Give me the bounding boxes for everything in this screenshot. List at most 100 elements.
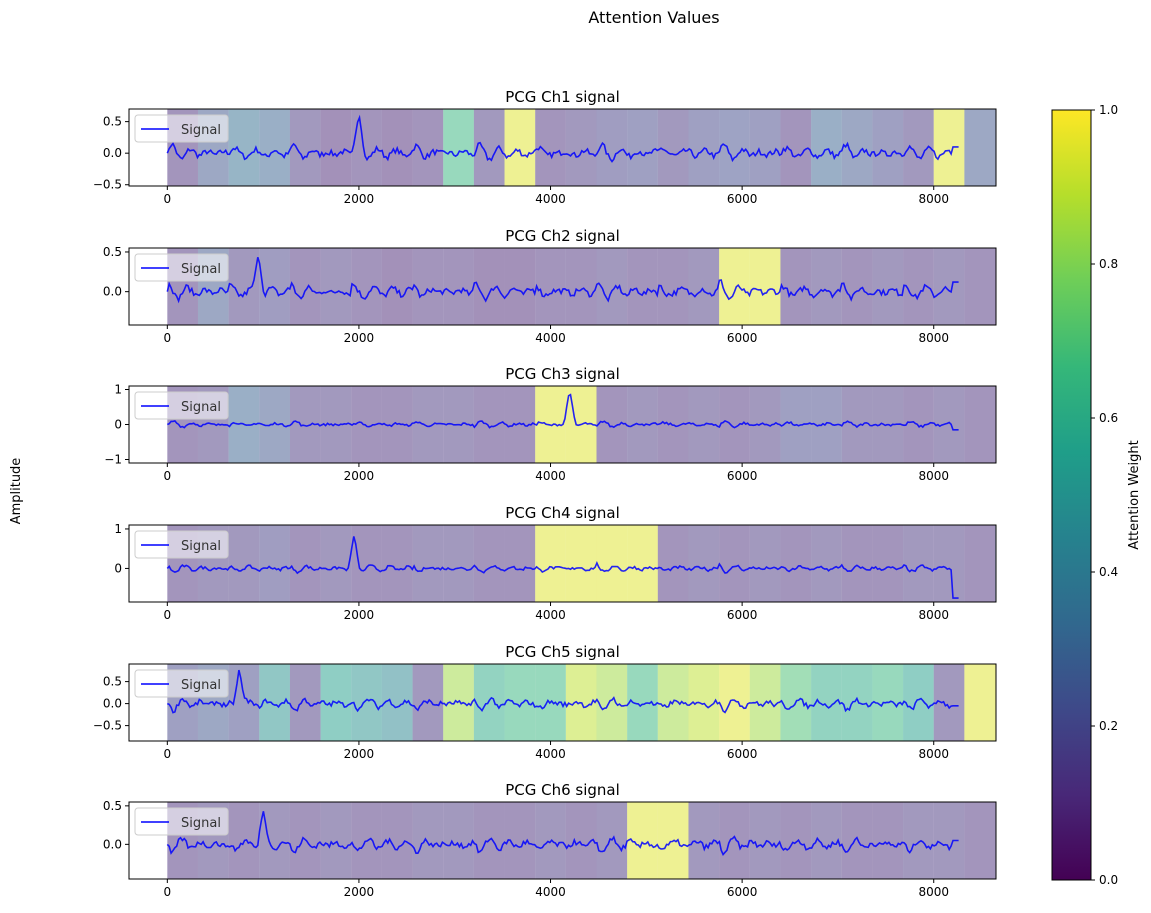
attention-span <box>811 248 842 325</box>
attention-span <box>320 248 352 325</box>
y-tick-label: 0.0 <box>103 697 122 711</box>
attention-span <box>1118 109 1149 186</box>
legend-box <box>134 669 229 698</box>
attention-span <box>841 525 873 602</box>
y-tick-label: 1 <box>114 522 122 536</box>
legend-label: Signal <box>181 400 221 415</box>
attention-span <box>473 248 505 325</box>
attention-span <box>719 664 750 741</box>
legend: Signal <box>134 530 229 559</box>
attention-span <box>412 248 444 325</box>
attention-span <box>1087 525 1118 602</box>
attention-span <box>719 386 750 463</box>
legend: Signal <box>134 253 229 282</box>
x-tick-label: 8000 <box>918 331 949 345</box>
legend-label: Signal <box>181 262 221 277</box>
signal-line <box>166 114 959 163</box>
attention-span <box>381 525 413 602</box>
subplot-ch4: PCG Ch4 signal 0 2000 4000 6000 8000 1 0 Signal <box>114 504 1118 622</box>
attention-span <box>933 802 965 879</box>
attention-span <box>657 248 689 325</box>
attention-span <box>964 386 996 463</box>
attention-span <box>995 802 996 879</box>
attention-span <box>903 525 934 602</box>
attention-span <box>320 525 352 602</box>
attention-span <box>473 664 505 741</box>
subplot-title: PCG Ch5 signal <box>505 643 620 661</box>
attention-span <box>412 802 444 879</box>
y-tick-label: 0.5 <box>103 245 122 259</box>
colorbar-label: Attention Weight <box>1127 440 1142 549</box>
attention-span <box>504 525 536 602</box>
y-tick-label: −0.5 <box>93 178 122 192</box>
attention-span <box>933 109 965 186</box>
attention-span <box>504 248 536 325</box>
axes-frame <box>128 247 997 326</box>
x-tick-label: 2000 <box>344 885 375 899</box>
colorbar-tick-label: 0.0 <box>1099 873 1118 887</box>
x-tick-label: 6000 <box>727 192 758 206</box>
attention-span <box>749 525 781 602</box>
attention-span <box>259 248 290 325</box>
attention-span <box>719 109 750 186</box>
attention-span <box>443 248 474 325</box>
attention-span <box>565 525 597 602</box>
legend: Signal <box>134 114 229 143</box>
attention-span <box>320 802 352 879</box>
attention-span <box>1118 248 1149 325</box>
subplot-panels: PCG Ch1 signal 0 2000 4000 6000 8000 0.5 0.0 −0.… <box>93 88 1149 899</box>
attention-span <box>688 248 720 325</box>
attention-span <box>259 109 290 186</box>
attention-span <box>596 664 628 741</box>
x-tick-label: 4000 <box>535 469 566 483</box>
signal-line <box>166 536 959 599</box>
subplot-plot-area <box>166 248 1149 325</box>
y-tick-label: −1 <box>104 453 122 467</box>
attention-span <box>841 109 873 186</box>
x-tick-label: 0 <box>164 747 172 761</box>
signal-line <box>166 669 959 714</box>
attention-span <box>964 525 996 602</box>
x-tick-label: 0 <box>164 331 172 345</box>
attention-span <box>596 386 628 463</box>
attention-span <box>596 109 628 186</box>
attention-span <box>903 664 934 741</box>
attention-span <box>995 525 996 602</box>
subplot-plot-area <box>166 802 996 879</box>
subplot-title: PCG Ch6 signal <box>505 781 620 799</box>
legend-label: Signal <box>181 816 221 831</box>
x-tick-label: 2000 <box>344 608 375 622</box>
attention-span <box>1118 664 1149 741</box>
y-tick-label: 0 <box>114 561 122 575</box>
attention-span <box>995 664 996 741</box>
attention-span <box>841 386 873 463</box>
attention-span <box>259 525 290 602</box>
subplot-plot-area <box>166 525 1118 602</box>
attention-span <box>289 525 321 602</box>
colorbar-frame <box>1051 109 1092 881</box>
attention-span <box>995 109 996 186</box>
attention-span <box>351 525 382 602</box>
y-tick-label: 0.0 <box>103 285 122 299</box>
attention-span <box>872 109 904 186</box>
attention-span <box>933 248 965 325</box>
x-tick-label: 6000 <box>727 885 758 899</box>
attention-span <box>1087 109 1118 186</box>
x-tick-label: 4000 <box>535 747 566 761</box>
x-tick-label: 8000 <box>918 885 949 899</box>
legend-box <box>134 530 229 559</box>
x-tick-label: 0 <box>164 885 172 899</box>
attention-span <box>443 109 474 186</box>
attention-span <box>289 664 321 741</box>
x-tick-label: 6000 <box>727 608 758 622</box>
colorbar-tick-label: 1.0 <box>1099 103 1118 117</box>
axes-frame <box>128 663 997 742</box>
attention-span <box>504 664 536 741</box>
subplot-ch5: PCG Ch5 signal 0 2000 4000 6000 8000 0.5 0.0 −0.… <box>93 643 1149 761</box>
x-tick-label: 4000 <box>535 608 566 622</box>
attention-span <box>719 248 750 325</box>
legend-box <box>134 114 229 143</box>
attention-span <box>964 664 996 741</box>
colorbar-tick-label: 0.6 <box>1099 411 1118 425</box>
